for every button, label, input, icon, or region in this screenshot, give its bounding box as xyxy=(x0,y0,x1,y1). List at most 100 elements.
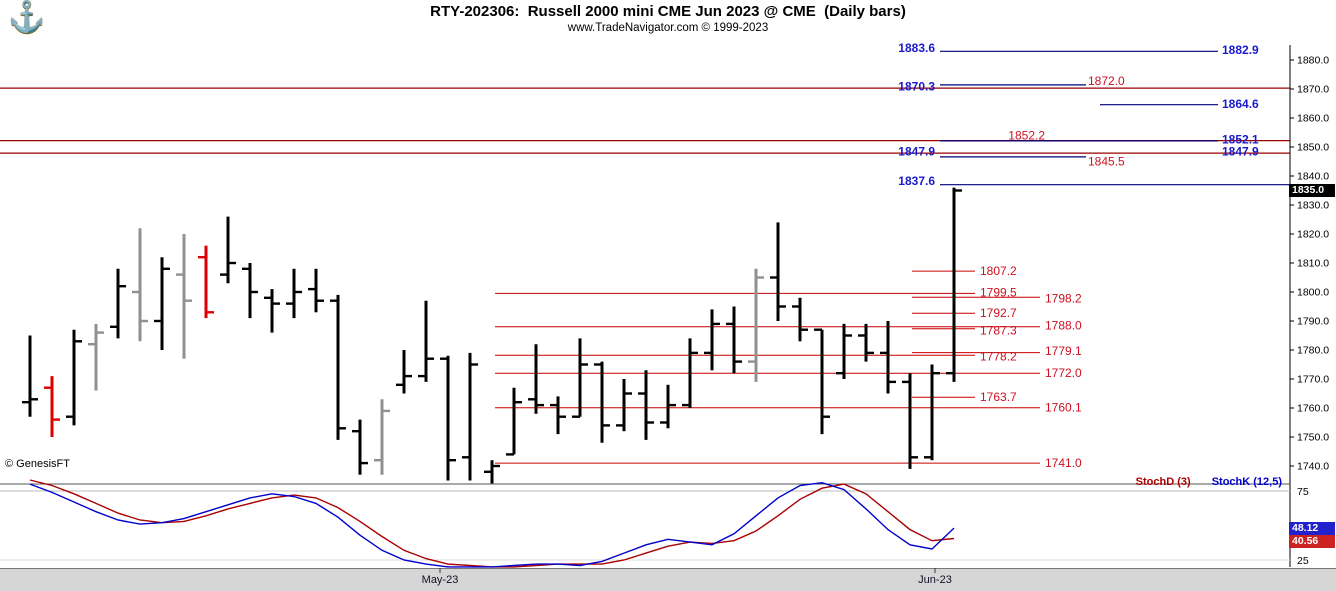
price-level-label: 1872.0 xyxy=(1088,74,1125,88)
axis-tick-label: 1820.0 xyxy=(1297,229,1329,241)
ohlc-bar xyxy=(22,335,38,417)
price-level-label: 1799.5 xyxy=(980,285,1017,299)
axis-tick-label: 1790.0 xyxy=(1297,316,1329,328)
price-level-label: 1845.5 xyxy=(1088,155,1125,169)
last-price-box: 1835.0 xyxy=(1289,184,1335,197)
ohlc-bar xyxy=(286,268,302,319)
ohlc-bar xyxy=(396,350,412,394)
axis-tick-label: 1740.0 xyxy=(1297,461,1329,473)
ohlc-bar xyxy=(946,187,962,382)
axis-tick-label: 1780.0 xyxy=(1297,345,1329,357)
ohlc-bar xyxy=(198,245,214,319)
chart-title: RTY-202306: Russell 2000 mini CME Jun 20… xyxy=(430,3,906,20)
axis-tick-label: 1810.0 xyxy=(1297,258,1329,270)
ohlc-bar xyxy=(132,228,148,342)
ohlc-bar xyxy=(440,355,456,481)
price-level-label: 1847.9 xyxy=(1222,145,1259,159)
axis-tick-label: 1840.0 xyxy=(1297,171,1329,183)
axis-tick-label: 1770.0 xyxy=(1297,374,1329,386)
ohlc-bar xyxy=(264,289,280,333)
ohlc-bar xyxy=(242,263,258,319)
ohlc-bar xyxy=(462,352,478,481)
ohlc-bar xyxy=(594,361,610,443)
axis-tick-label: 1850.0 xyxy=(1297,142,1329,154)
price-level-label: 1779.1 xyxy=(1045,344,1082,358)
price-level-label: 1778.2 xyxy=(980,350,1017,364)
ohlc-bar xyxy=(308,268,324,313)
ohlc-bar xyxy=(858,323,874,362)
price-level-label: 1870.3 xyxy=(898,79,935,93)
ohlc-bar xyxy=(880,321,896,394)
stochk-line xyxy=(29,481,955,568)
ohlc-bar xyxy=(66,329,82,426)
price-level-label: 1847.9 xyxy=(898,145,935,159)
ohlc-bar xyxy=(770,222,786,321)
ohlc-bar xyxy=(814,328,830,435)
time-axis-strip[interactable] xyxy=(0,568,1336,591)
ohlc-bar xyxy=(330,294,346,440)
ohlc-bar xyxy=(616,379,632,432)
ohlc-bar xyxy=(44,376,60,437)
ohlc-bar xyxy=(550,396,566,435)
axis-tick-label: 1830.0 xyxy=(1297,200,1329,212)
price-level-label: 1852.2 xyxy=(1008,128,1045,142)
stoch-d-value-box: 40.56 xyxy=(1289,535,1335,548)
chart-subtitle: www.TradeNavigator.com © 1999-2023 xyxy=(567,22,769,34)
stoch-k-value-box: 48.12 xyxy=(1289,522,1335,535)
stoch-legend: StochD (3) StochK (12,5) xyxy=(0,476,1282,488)
ohlc-bar xyxy=(682,338,698,408)
ohlc-bar xyxy=(924,364,940,461)
ohlc-bar xyxy=(220,216,236,284)
ohlc-bar xyxy=(506,387,522,456)
price-level-label: 1772.0 xyxy=(1045,366,1082,380)
price-level-label: 1792.7 xyxy=(980,306,1017,320)
anchor-logo-icon: ⚓ xyxy=(8,1,46,34)
axis-tick-label: 1880.0 xyxy=(1297,55,1329,67)
ohlc-bar xyxy=(154,257,170,350)
axis-tick-label: 1860.0 xyxy=(1297,113,1329,125)
ohlc-bar xyxy=(374,399,390,475)
stochd-line xyxy=(29,479,955,568)
price-level-label: 1837.6 xyxy=(898,174,935,188)
axis-tick-label: 1800.0 xyxy=(1297,287,1329,299)
price-level-label: 1852.1 xyxy=(1222,133,1259,147)
ohlc-bar xyxy=(704,309,720,371)
price-level-label: 1763.7 xyxy=(980,390,1017,404)
price-level-label: 1883.6 xyxy=(898,41,935,55)
ohlc-bar xyxy=(902,373,918,469)
ohlc-bar xyxy=(418,300,434,382)
date-label: May-23 xyxy=(422,574,459,586)
price-level-label: 1882.9 xyxy=(1222,43,1259,57)
price-level-label: 1787.3 xyxy=(980,324,1017,338)
ohlc-bar xyxy=(88,323,104,391)
ohlc-bar xyxy=(638,370,654,440)
axis-tick-label: 1760.0 xyxy=(1297,403,1329,415)
price-level-label: 1760.1 xyxy=(1045,400,1082,414)
ohlc-bar xyxy=(748,268,764,382)
date-label: Jun-23 xyxy=(918,574,952,586)
stoch-75-label: 75 xyxy=(1297,486,1309,498)
stoch-25-label: 25 xyxy=(1297,555,1309,567)
price-level-label: 1741.0 xyxy=(1045,456,1082,470)
ohlc-bar xyxy=(528,344,544,414)
ohlc-bar xyxy=(176,234,192,359)
ohlc-bar xyxy=(726,306,742,374)
price-axis[interactable]: 1880.0 1870.0 1860.0 1850.0 1840.0 1830.0 1820… xyxy=(1289,45,1329,567)
ohlc-bar xyxy=(110,268,126,339)
price-level-label: 1788.0 xyxy=(1045,319,1082,333)
ohlc-bar xyxy=(836,323,852,379)
ohlc-bar xyxy=(352,419,368,475)
ohlc-bar xyxy=(660,384,676,429)
ohlc-bar xyxy=(484,460,500,484)
ohlc-bar xyxy=(572,338,588,418)
ohlc-bar xyxy=(792,297,808,342)
stochk-legend-label[interactable]: StochK (12,5) xyxy=(1211,476,1282,488)
axis-tick-label: 1750.0 xyxy=(1297,432,1329,444)
stochd-legend-label[interactable]: StochD (3) xyxy=(1135,476,1191,488)
price-level-label: 1798.2 xyxy=(1045,292,1082,306)
copyright-watermark: © GenesisFT xyxy=(5,458,70,470)
price-level-label: 1864.6 xyxy=(1222,97,1259,111)
price-level-label: 1807.2 xyxy=(980,264,1017,278)
